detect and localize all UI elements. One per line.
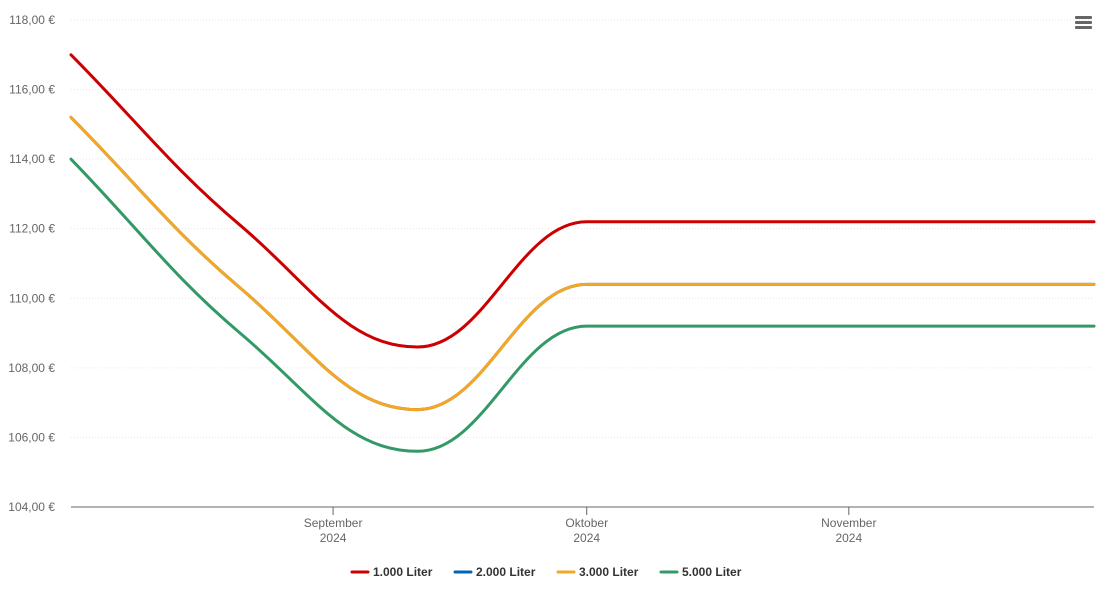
series-line-1-000-liter — [69, 53, 1096, 349]
x-tick-year-label: 2024 — [320, 531, 347, 545]
series-line-2-000-liter — [69, 115, 1096, 412]
axes: 104,00 € 106,00 € 108,00 € 110,00 € 112,00 €… — [8, 13, 1094, 545]
chart-menu-button[interactable] — [1075, 14, 1093, 30]
y-tick-label: 114,00 € — [9, 152, 55, 166]
y-tick-label: 116,00 € — [9, 83, 55, 97]
x-tick-year-label: 2024 — [573, 531, 600, 545]
x-tick-month-label: September — [304, 516, 363, 530]
y-tick-label: 110,00 € — [9, 291, 55, 305]
y-tick-label: 108,00 € — [8, 361, 55, 375]
legend-label: 5.000 Liter — [682, 565, 742, 579]
legend-item[interactable]: 1.000 Liter — [350, 565, 433, 579]
y-tick-label: 112,00 € — [9, 222, 55, 236]
series-line-3-000-liter — [69, 115, 1096, 412]
legend-label: 2.000 Liter — [476, 565, 536, 579]
x-tick-month-label: Oktober — [565, 516, 608, 530]
series-line-5-000-liter — [69, 157, 1096, 453]
legend-label: 1.000 Liter — [373, 565, 433, 579]
y-tick-label: 104,00 € — [8, 500, 55, 514]
x-tick-month-label: November — [821, 516, 876, 530]
legend-item[interactable]: 2.000 Liter — [453, 565, 536, 579]
grid-lines — [71, 19, 1094, 438]
x-tick-year-label: 2024 — [835, 531, 862, 545]
legend[interactable]: 1.000 Liter 2.000 Liter 3.000 Liter 5.000 L… — [350, 565, 742, 579]
y-tick-label: 118,00 € — [9, 13, 55, 27]
y-tick-label: 106,00 € — [8, 430, 55, 444]
series-lines — [69, 53, 1096, 453]
hamburger-menu-icon — [1075, 16, 1092, 29]
legend-item[interactable]: 3.000 Liter — [556, 565, 639, 579]
legend-label: 3.000 Liter — [579, 565, 639, 579]
legend-item[interactable]: 5.000 Liter — [659, 565, 742, 579]
